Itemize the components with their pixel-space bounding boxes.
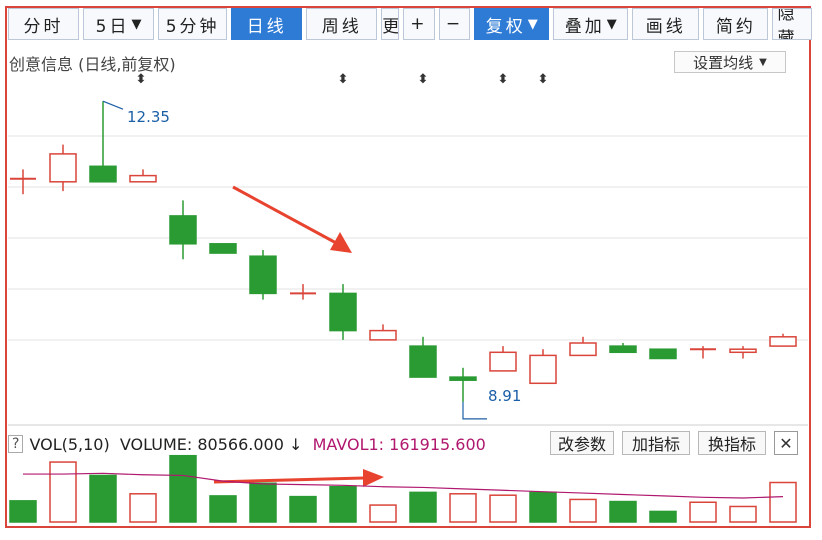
- candle-body: [249, 255, 277, 295]
- volume-bar: [449, 493, 477, 523]
- candle-body: [609, 345, 637, 354]
- volume-header: ? VOL(5,10) VOLUME: 80566.000 ↓ MAVOL1: …: [8, 430, 808, 458]
- chevron-down-icon: ▼: [606, 16, 617, 32]
- mavol-line: [23, 472, 784, 499]
- button-label: 复权: [485, 16, 526, 37]
- high-price-label: 12.35: [127, 108, 170, 126]
- volume-bar: [129, 493, 157, 523]
- chevron-down-icon: ▼: [759, 56, 767, 68]
- volume-bar: [569, 498, 597, 523]
- tab-label: 更: [382, 12, 398, 37]
- zoom-out-button[interactable]: −: [438, 8, 471, 40]
- chart-title: 创意信息 (日线,前复权): [9, 55, 176, 74]
- volume-bar: [489, 494, 517, 523]
- tab-5day[interactable]: 5日 ▼: [83, 8, 155, 40]
- button-label: 叠加: [564, 16, 605, 37]
- volume-bar: [689, 501, 717, 523]
- low-price-label: 8.91: [488, 387, 522, 405]
- volume-bar: [249, 482, 277, 523]
- tab-label: 日线: [246, 16, 287, 37]
- minus-icon: −: [445, 14, 464, 34]
- candle-body: [489, 351, 517, 372]
- volume-bar: [49, 461, 77, 523]
- volume-bar: [369, 504, 397, 523]
- volume-bar: [169, 454, 197, 523]
- zoom-in-button[interactable]: +: [403, 8, 435, 40]
- candle-body: [769, 336, 797, 347]
- tab-label: 周线: [321, 16, 362, 37]
- modify-params-button[interactable]: 改参数: [550, 431, 614, 455]
- replace-indicator-button[interactable]: 换指标: [698, 431, 766, 455]
- annotation-arrow-line: [232, 185, 339, 246]
- candle-body: [329, 292, 357, 332]
- direction-icon: ↓: [289, 434, 303, 454]
- volume-bar: [649, 510, 677, 523]
- event-marker-icon[interactable]: ⬍: [337, 72, 349, 87]
- tab-daily[interactable]: 日线: [231, 8, 303, 40]
- candle-body: [49, 153, 77, 183]
- simple-mode-button[interactable]: 简约: [703, 8, 769, 40]
- volume-label: VOLUME:: [119, 434, 193, 454]
- low-pointer: [462, 401, 487, 420]
- add-indicator-button[interactable]: 加指标: [622, 431, 690, 455]
- tab-label: 5分钟: [165, 16, 220, 37]
- tab-more[interactable]: 更: [381, 8, 400, 40]
- close-icon[interactable]: ✕: [774, 431, 798, 455]
- chevron-down-icon: ▼: [131, 16, 142, 32]
- help-button[interactable]: ?: [8, 435, 24, 453]
- button-label: 画线: [645, 16, 686, 37]
- candle-body: [209, 243, 237, 254]
- chevron-down-icon: ▼: [527, 16, 538, 32]
- volume-bar: [409, 491, 437, 523]
- set-ma-button[interactable]: 设置均线 ▼: [674, 51, 786, 73]
- event-marker-icon[interactable]: ⬍: [497, 72, 509, 87]
- button-label: 简约: [715, 16, 756, 37]
- volume-bar: [529, 491, 557, 523]
- annotation-arrow-head: [363, 469, 384, 487]
- toolbar: 分时 5日▼ 5分钟 日线 周线 更 + − 复权▼ 叠加▼ 画线 简约 隐藏: [8, 8, 812, 44]
- volume-bar: [609, 500, 637, 523]
- volume-bar: [769, 481, 797, 523]
- button-label: 隐藏: [777, 8, 798, 40]
- overlay-button[interactable]: 叠加 ▼: [553, 8, 629, 40]
- mavol-label: MAVOL1:: [312, 434, 385, 454]
- candle-body: [169, 215, 197, 245]
- volume-bar: [729, 505, 757, 523]
- indicator-name: VOL(5,10): [29, 434, 110, 454]
- candle-body: [89, 165, 117, 183]
- volume-bar: [9, 500, 37, 523]
- mavol-value: 161915.600: [389, 434, 486, 454]
- high-pointer: [102, 100, 124, 110]
- draw-line-button[interactable]: 画线: [632, 8, 700, 40]
- volume-value: 80566.000: [197, 434, 284, 454]
- annotation-arrow-head: [330, 232, 352, 253]
- tab-label: 分时: [23, 16, 64, 37]
- volume-bar: [329, 485, 357, 523]
- candle-body: [369, 329, 397, 341]
- hide-button[interactable]: 隐藏: [772, 8, 812, 40]
- candle-body: [129, 174, 157, 183]
- volume-bar: [89, 474, 117, 523]
- event-marker-icon[interactable]: ⬍: [135, 72, 147, 87]
- event-marker-icon[interactable]: ⬍: [417, 72, 429, 87]
- volume-bar: [289, 495, 317, 523]
- adjust-rights-button[interactable]: 复权 ▼: [474, 8, 550, 40]
- candle-body: [569, 342, 597, 357]
- candle-body: [529, 354, 557, 385]
- tab-5min[interactable]: 5分钟: [158, 8, 228, 40]
- chart-frame: [5, 6, 811, 528]
- candle-body: [409, 345, 437, 378]
- volume-bar: [209, 495, 237, 523]
- candle-body: [649, 348, 677, 360]
- candle-body: [729, 348, 757, 354]
- event-marker-icon[interactable]: ⬍: [537, 72, 549, 87]
- plus-icon: +: [410, 14, 428, 34]
- candle-body: [449, 376, 477, 381]
- tab-label: 5日: [95, 16, 130, 37]
- tab-weekly[interactable]: 周线: [306, 8, 378, 40]
- tab-timeshare[interactable]: 分时: [8, 8, 80, 40]
- set-ma-label: 设置均线: [693, 53, 754, 72]
- annotation-arrow-line: [213, 476, 365, 484]
